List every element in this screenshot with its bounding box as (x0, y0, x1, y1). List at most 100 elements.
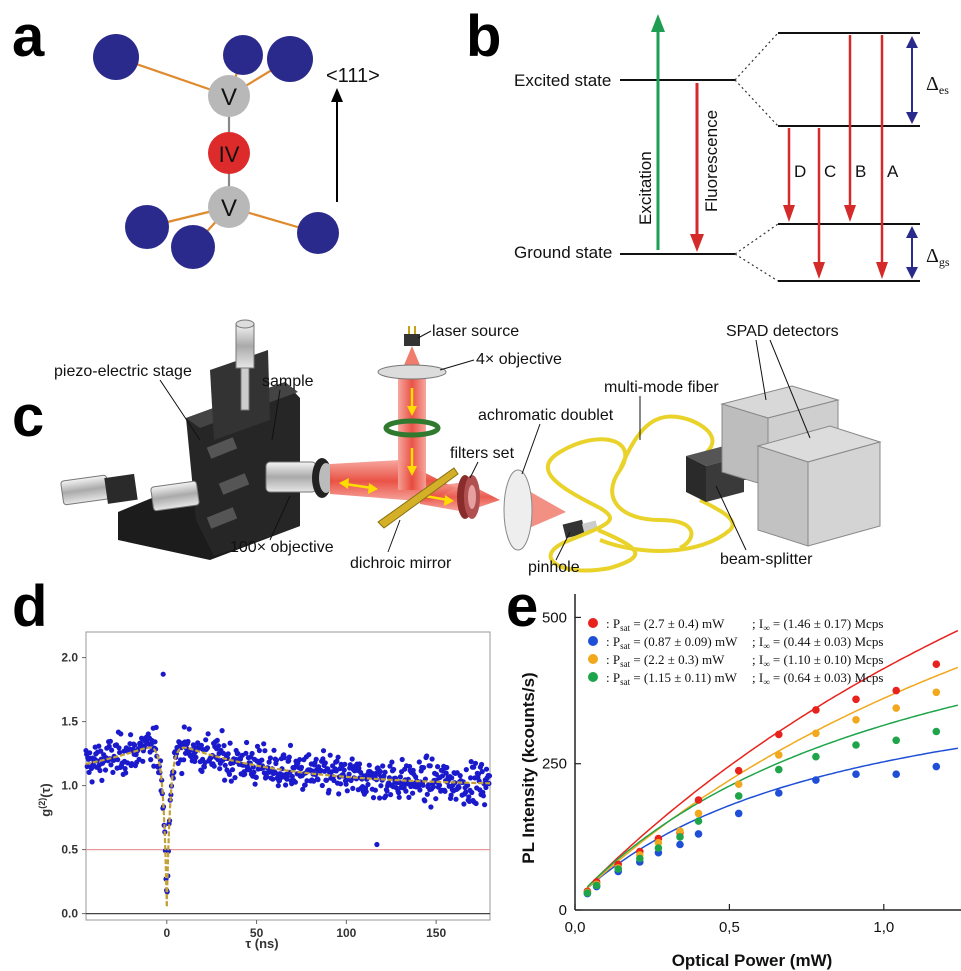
data-point (483, 766, 490, 772)
y-tick-label: 0.0 (61, 907, 78, 921)
data-point (417, 787, 423, 793)
data-point (145, 731, 151, 737)
label-multimode-fiber: multi-mode fiber (604, 379, 719, 396)
data-point (190, 742, 196, 748)
data-point (96, 743, 102, 749)
data-point (366, 762, 372, 768)
data-point (229, 767, 236, 773)
data-point (592, 881, 601, 890)
x-axis-label: Optical Power (mW) (672, 951, 833, 970)
dichroic-mirror (377, 467, 459, 529)
data-point (222, 777, 228, 783)
data-point (148, 757, 154, 763)
data-point (443, 770, 449, 776)
data-point (463, 767, 469, 773)
data-point (932, 762, 941, 771)
data-point (152, 739, 158, 745)
label-beam-splitter: beam-splitter (720, 551, 813, 568)
data-point (242, 771, 248, 777)
legend-entry-iinf: ; I∞ = (0.44 ± 0.03) Mcps (752, 634, 883, 651)
data-point (87, 750, 93, 756)
data-point (313, 756, 319, 762)
data-point (420, 782, 426, 788)
y-tick-label: 2.0 (61, 651, 78, 665)
direction-label: <111> (326, 65, 380, 87)
data-point (676, 840, 684, 849)
data-point (378, 783, 384, 789)
data-point (264, 774, 270, 780)
data-point (270, 776, 276, 782)
data-point (775, 751, 783, 759)
data-point (217, 766, 223, 772)
data-point (433, 796, 439, 802)
data-point (115, 757, 121, 763)
carbon-atom (171, 225, 215, 269)
data-point (261, 741, 267, 747)
data-point (377, 795, 383, 801)
spad-detectors (720, 385, 882, 547)
piezo-stage (118, 319, 300, 560)
carbon-atom (125, 205, 169, 249)
data-point (416, 759, 422, 765)
data-point (453, 796, 459, 802)
vacancy-atom-lower (208, 186, 250, 228)
data-point (334, 758, 340, 764)
label-spad-detectors: SPAD detectors (726, 323, 839, 340)
x-tick-label: 50 (250, 926, 264, 940)
data-point (140, 758, 146, 764)
data-point (106, 743, 112, 749)
data-point (442, 788, 448, 794)
data-point (403, 788, 409, 794)
data-point (734, 766, 743, 775)
data-point (273, 757, 280, 763)
group-iv-atom (208, 132, 250, 174)
y-tick-label: 1.0 (61, 779, 78, 793)
data-point (396, 790, 402, 796)
data-point (407, 763, 413, 770)
data-point (228, 778, 234, 784)
atom-label-iv: IV (219, 142, 240, 167)
multimode-fiber (545, 414, 715, 573)
legend-entry-iinf: ; I∞ = (1.46 ± 0.17) Mcps (752, 616, 883, 633)
data-point (676, 827, 684, 835)
energy-levels (620, 32, 920, 282)
panel-letter-d: d (12, 574, 48, 639)
data-point (775, 789, 783, 797)
label-dichroic-mirror: dichroic mirror (350, 555, 452, 572)
data-point (413, 774, 419, 780)
data-point (449, 775, 455, 781)
x-axis-label: τ (ns) (245, 936, 278, 951)
excitation-label: Excitation (636, 151, 655, 225)
achromatic-doublet (503, 469, 533, 551)
data-point (198, 742, 204, 748)
data-point (259, 757, 265, 763)
data-point (346, 771, 352, 777)
fluorescence-arrow-head-icon (690, 234, 704, 252)
side-objective (60, 473, 200, 512)
data-point (289, 773, 295, 779)
data-point (327, 752, 333, 758)
data-point (123, 770, 129, 776)
label-objective-100x: 100× objective (230, 539, 334, 556)
data-point (283, 782, 289, 788)
data-point (287, 742, 294, 749)
data-point (138, 741, 144, 747)
data-point (335, 754, 341, 760)
data-point (251, 769, 257, 775)
legend-marker (588, 636, 598, 646)
data-point (247, 767, 253, 773)
data-point (892, 686, 900, 695)
data-point (812, 752, 820, 761)
data-point (377, 769, 383, 775)
data-point (124, 760, 131, 766)
data-point (336, 791, 342, 797)
data-point (382, 769, 388, 775)
panel-letter-e: e (506, 574, 539, 639)
data-point (422, 798, 428, 804)
data-point (427, 763, 433, 769)
data-point (424, 791, 430, 797)
data-point (892, 736, 900, 745)
data-point (399, 756, 405, 763)
carbon-atom (93, 34, 139, 80)
data-point (344, 788, 350, 794)
